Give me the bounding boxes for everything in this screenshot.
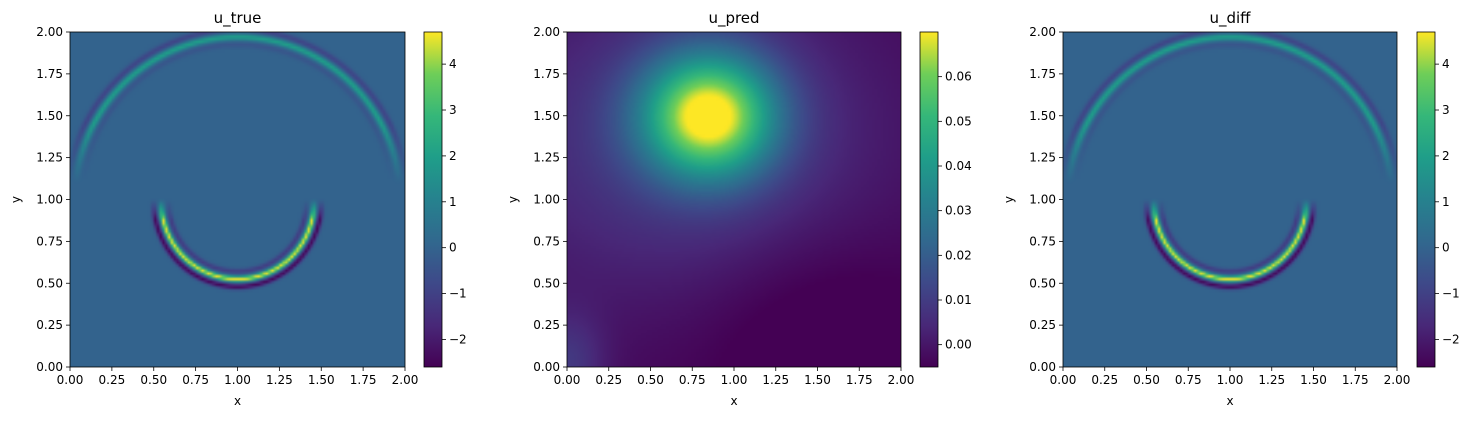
colorbar-tick-label: 4 bbox=[449, 57, 457, 71]
colorbar-tick-label: 2 bbox=[449, 149, 457, 163]
panel-title: u_pred bbox=[708, 9, 759, 28]
colorbar-tick-label: −2 bbox=[449, 332, 467, 346]
x-tick-label: 1.75 bbox=[1342, 373, 1369, 387]
x-axis-label: x bbox=[1226, 394, 1233, 408]
chart-panel-u_true: u_true 0.00 0.25 0.50 0.75 1.00 1.25 1.50 1.75 2.… bbox=[9, 9, 467, 408]
colorbar-tick-label: 0.06 bbox=[945, 70, 972, 84]
x-tick-label: 1.00 bbox=[721, 373, 748, 387]
x-tick-label: 0.75 bbox=[182, 373, 209, 387]
colorbar-tick-label: 0.02 bbox=[945, 248, 972, 262]
panel-title: u_diff bbox=[1209, 9, 1251, 28]
y-tick-label: 0.50 bbox=[533, 276, 560, 290]
y-tick-label: 1.75 bbox=[1029, 67, 1056, 81]
y-axis-label: y bbox=[506, 196, 520, 203]
y-tick-label: 0.75 bbox=[1029, 234, 1056, 248]
x-tick-label: 1.25 bbox=[266, 373, 293, 387]
y-axis-label: y bbox=[1002, 196, 1016, 203]
colorbar-tick-label: 2 bbox=[1442, 149, 1450, 163]
y-tick-label: 0.50 bbox=[1029, 276, 1056, 290]
x-tick-label: 0.25 bbox=[99, 373, 126, 387]
x-tick-label: 2.00 bbox=[392, 373, 419, 387]
x-tick-label: 0.50 bbox=[637, 373, 664, 387]
colorbar-tick-label: 0.00 bbox=[945, 338, 972, 352]
x-tick-label: 0.25 bbox=[1091, 373, 1118, 387]
colorbar-tick-label: 0 bbox=[1442, 241, 1450, 255]
y-tick-label: 0.75 bbox=[36, 234, 63, 248]
x-tick-label: 0.50 bbox=[1133, 373, 1160, 387]
colorbar-tick-label: 0.03 bbox=[945, 204, 972, 218]
colorbar-tick-label: 3 bbox=[1442, 103, 1450, 117]
x-tick-label: 1.75 bbox=[846, 373, 873, 387]
y-tick-label: 2.00 bbox=[36, 25, 63, 39]
colorbar-tick-label: 0.05 bbox=[945, 114, 972, 128]
x-tick-label: 2.00 bbox=[1384, 373, 1411, 387]
colorbar-tick-label: −1 bbox=[1442, 287, 1460, 301]
x-tick-label: 0.75 bbox=[679, 373, 706, 387]
y-tick-label: 1.25 bbox=[533, 151, 560, 165]
x-axis-label: x bbox=[730, 394, 737, 408]
x-tick-label: 0.00 bbox=[1050, 373, 1077, 387]
colorbar-tick-label: 3 bbox=[449, 103, 457, 117]
colorbar bbox=[919, 31, 939, 368]
x-tick-label: 0.50 bbox=[140, 373, 167, 387]
x-tick-label: 1.25 bbox=[1258, 373, 1285, 387]
y-axis-label: y bbox=[9, 196, 23, 203]
y-tick-label: 0.00 bbox=[533, 360, 560, 374]
x-tick-label: 1.50 bbox=[308, 373, 335, 387]
y-tick-label: 0.50 bbox=[36, 276, 63, 290]
colorbar-tick-label: 1 bbox=[449, 195, 457, 209]
x-tick-label: 1.00 bbox=[224, 373, 251, 387]
y-tick-label: 1.00 bbox=[36, 193, 63, 207]
colorbar-tick-label: 1 bbox=[1442, 195, 1450, 209]
panel-title: u_true bbox=[214, 9, 262, 28]
y-tick-label: 1.00 bbox=[533, 193, 560, 207]
y-tick-label: 0.25 bbox=[1029, 318, 1056, 332]
y-tick-label: 2.00 bbox=[533, 25, 560, 39]
y-tick-label: 0.25 bbox=[36, 318, 63, 332]
y-tick-label: 2.00 bbox=[1029, 25, 1056, 39]
y-tick-label: 1.50 bbox=[533, 109, 560, 123]
colorbar-tick-label: −1 bbox=[449, 287, 467, 301]
chart-panel-u_diff: u_diff 0.00 0.25 0.50 0.75 1.00 1.25 1.50 1.75 2.… bbox=[1002, 9, 1460, 408]
colorbar-tick-label: −2 bbox=[1442, 332, 1460, 346]
x-tick-label: 1.00 bbox=[1217, 373, 1244, 387]
y-tick-label: 1.75 bbox=[36, 67, 63, 81]
x-tick-label: 0.75 bbox=[1175, 373, 1202, 387]
y-tick-label: 1.75 bbox=[533, 67, 560, 81]
y-tick-label: 0.25 bbox=[533, 318, 560, 332]
colorbar bbox=[423, 31, 443, 368]
y-tick-label: 1.50 bbox=[36, 109, 63, 123]
y-tick-label: 1.25 bbox=[1029, 151, 1056, 165]
chart-panel-u_pred: u_pred 0.00 0.25 0.50 0.75 1.00 1.25 1.50 1.75 2.… bbox=[506, 9, 972, 408]
y-tick-label: 1.25 bbox=[36, 151, 63, 165]
colorbar-tick-label: 0 bbox=[449, 241, 457, 255]
y-tick-label: 0.00 bbox=[36, 360, 63, 374]
y-tick-label: 0.00 bbox=[1029, 360, 1056, 374]
x-tick-label: 0.25 bbox=[595, 373, 622, 387]
colorbar-tick-label: 0.04 bbox=[945, 159, 972, 173]
x-tick-label: 1.50 bbox=[1300, 373, 1327, 387]
x-tick-label: 1.50 bbox=[804, 373, 831, 387]
heatmap-image bbox=[70, 32, 405, 367]
x-tick-label: 1.75 bbox=[350, 373, 377, 387]
x-tick-label: 1.25 bbox=[762, 373, 789, 387]
x-tick-label: 0.00 bbox=[554, 373, 581, 387]
colorbar-tick-label: 4 bbox=[1442, 57, 1450, 71]
x-tick-label: 2.00 bbox=[888, 373, 915, 387]
y-tick-label: 0.75 bbox=[533, 234, 560, 248]
x-axis-label: x bbox=[234, 394, 241, 408]
x-tick-label: 0.00 bbox=[57, 373, 84, 387]
y-tick-label: 1.00 bbox=[1029, 193, 1056, 207]
colorbar bbox=[1416, 31, 1436, 368]
heatmap-image bbox=[567, 32, 901, 367]
colorbar-tick-label: 0.01 bbox=[945, 293, 972, 307]
y-tick-label: 1.50 bbox=[1029, 109, 1056, 123]
heatmap-image bbox=[1063, 32, 1397, 367]
